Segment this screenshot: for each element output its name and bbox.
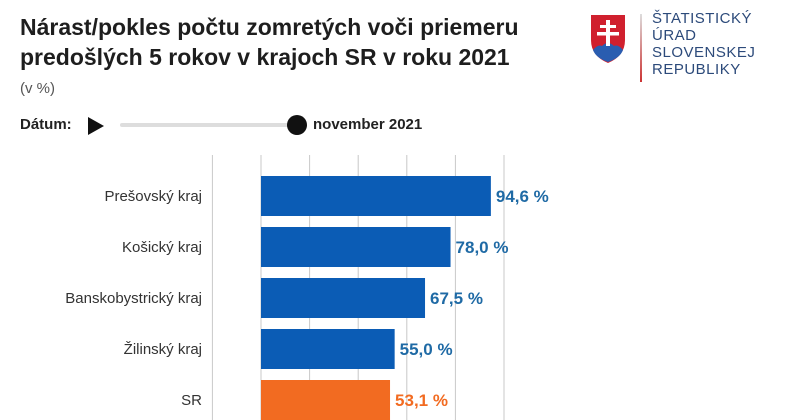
- logo-text: ŠTATISTICKÝ ÚRAD SLOVENSKEJ REPUBLIKY: [652, 10, 756, 78]
- date-slider-handle[interactable]: [287, 115, 307, 135]
- category-label: Banskobystrický kraj: [65, 290, 202, 307]
- bar: [261, 380, 391, 420]
- chart-subtitle: (v %): [20, 80, 55, 97]
- bar: [261, 278, 426, 318]
- chart-title: Nárast/pokles počtu zomretých voči priem…: [20, 14, 519, 70]
- value-label: 53,1 %: [395, 391, 448, 410]
- category-label: Žilinský kraj: [124, 341, 202, 358]
- coat-of-arms-icon: [591, 15, 625, 63]
- play-icon[interactable]: [88, 117, 104, 135]
- value-label: 55,0 %: [400, 340, 453, 359]
- bar: [261, 329, 395, 369]
- bar: [261, 176, 491, 216]
- category-label: Košický kraj: [122, 239, 202, 256]
- category-label: Prešovský kraj: [104, 188, 202, 205]
- date-label: Dátum:: [20, 116, 72, 133]
- date-value: november 2021: [313, 116, 423, 133]
- value-label: 67,5 %: [430, 289, 483, 308]
- logo-divider: [640, 14, 642, 82]
- value-label: 78,0 %: [456, 238, 509, 257]
- date-slider-track[interactable]: [120, 123, 296, 127]
- bar: [261, 227, 451, 267]
- category-label: SR: [181, 392, 202, 409]
- value-label: 94,6 %: [496, 187, 549, 206]
